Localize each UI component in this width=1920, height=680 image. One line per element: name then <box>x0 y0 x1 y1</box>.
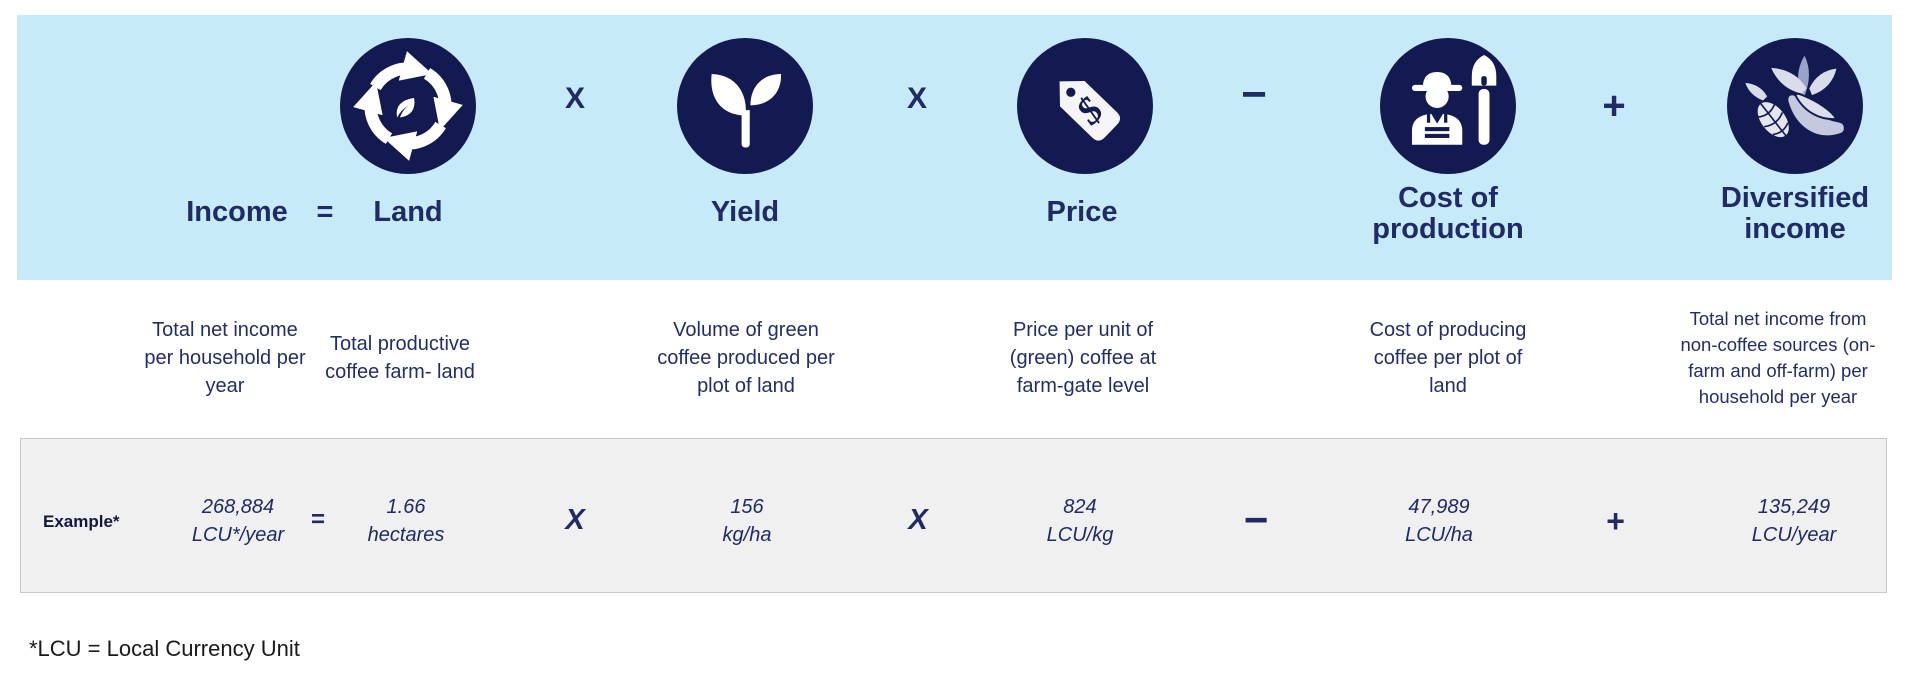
cost-description: Cost of producing coffee per plot of lan… <box>1369 318 1527 397</box>
equals-sign: = <box>316 196 334 228</box>
land-value-number: 1.66 <box>386 496 426 518</box>
example-row <box>20 438 1887 593</box>
cost-value-unit: LCU/ha <box>1405 524 1473 546</box>
land-description: Total productive coffee farm- land <box>325 332 475 383</box>
cost-value-number: 47,989 <box>1408 496 1470 518</box>
income-description: Total net income per household per year <box>144 318 306 397</box>
diversified-value-number: 135,249 <box>1757 496 1831 518</box>
yield-value-number: 156 <box>730 496 764 518</box>
example-plus-operator: + <box>1605 503 1625 539</box>
price-tag-icon: $ <box>1017 38 1153 174</box>
land-label: Land <box>373 196 443 228</box>
farmer-shovel-icon <box>1380 38 1516 174</box>
example-minus-operator: − <box>1243 496 1269 543</box>
price-value-number: 824 <box>1063 496 1097 518</box>
example-yield-value: 156 kg/ha <box>723 493 772 549</box>
example-income-value: 268,884 LCU*/year <box>192 493 284 549</box>
land-cycle-icon <box>340 38 476 174</box>
price-value-unit: LCU/kg <box>1046 524 1114 546</box>
income-value-number: 268,884 <box>201 496 275 518</box>
example-multiply-operator-2: X <box>908 504 928 536</box>
income-value-unit: LCU*/year <box>191 524 285 546</box>
yield-description: Volume of green coffee produced per plot… <box>657 318 835 397</box>
minus-operator: − <box>1241 70 1267 119</box>
example-diversified-value: 135,249 LCU/year <box>1752 493 1836 549</box>
multiply-operator-2: X <box>906 82 928 115</box>
multiply-operator-1: X <box>564 82 586 115</box>
example-price-value: 824 LCU/kg <box>1047 493 1114 549</box>
example-land-value: 1.66 hectares <box>368 493 445 549</box>
diversified-description: Total net income from non-coffee sources… <box>1680 307 1876 407</box>
yield-sprout-icon <box>677 38 813 174</box>
diversified-produce-icon <box>1727 38 1863 174</box>
example-row-label: Example* <box>43 512 120 531</box>
yield-label: Yield <box>710 196 780 228</box>
price-description: Price per unit of (green) coffee at farm… <box>1009 318 1157 397</box>
income-label: Income <box>186 196 288 228</box>
cost-of-production-label: Cost of production <box>1372 182 1524 245</box>
example-equals-sign: = <box>310 506 326 533</box>
example-multiply-operator-1: X <box>565 504 585 536</box>
diversified-value-unit: LCU/year <box>1751 524 1837 546</box>
lcu-footnote: *LCU = Local Currency Unit <box>29 636 300 661</box>
diversified-income-label: Diversified income <box>1720 182 1870 245</box>
plus-operator: + <box>1602 84 1626 128</box>
yield-value-unit: kg/ha <box>722 524 772 546</box>
land-value-unit: hectares <box>367 524 445 546</box>
price-label: Price <box>1046 196 1118 228</box>
example-cost-value: 47,989 LCU/ha <box>1405 493 1473 549</box>
formula-banner <box>17 15 1892 280</box>
